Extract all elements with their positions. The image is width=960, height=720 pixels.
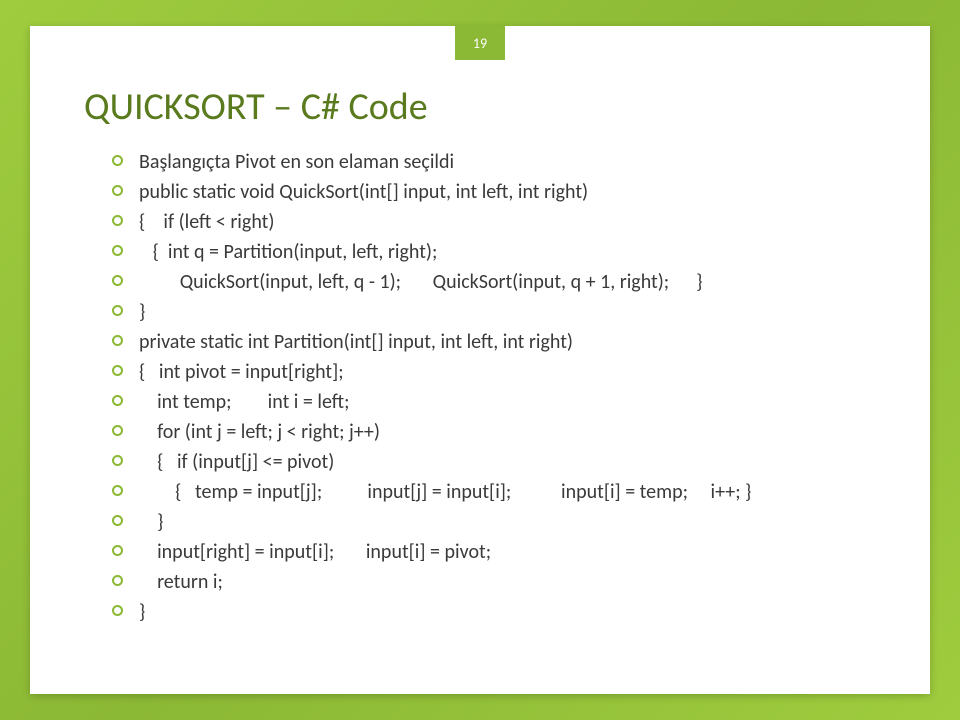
bullet-icon <box>112 365 123 376</box>
code-line-text: { if (input[j] <= pivot) <box>139 448 334 476</box>
code-line-text: Başlangıçta Pivot en son elaman seçildi <box>139 148 454 176</box>
bullet-icon <box>112 515 123 526</box>
code-lines-container: Başlangıçta Pivot en son elaman seçildip… <box>84 148 876 626</box>
slide-card: 19 QUICKSORT – C# Code Başlangıçta Pivot… <box>30 26 930 694</box>
code-line-text: { temp = input[j]; input[j] = input[i]; … <box>139 478 751 506</box>
bullet-icon <box>112 275 123 286</box>
code-line: private static int Partition(int[] input… <box>84 328 876 356</box>
bullet-icon <box>112 185 123 196</box>
page-number: 19 <box>473 35 487 52</box>
page-number-badge: 19 <box>455 26 505 60</box>
code-line: } <box>84 508 876 536</box>
code-line-text: QuickSort(input, left, q - 1); QuickSort… <box>139 268 703 296</box>
bullet-icon <box>112 305 123 316</box>
code-line-text: int temp; int i = left; <box>139 388 349 416</box>
bullet-icon <box>112 485 123 496</box>
code-line-text: { if (left < right) <box>139 208 274 236</box>
code-line-text: private static int Partition(int[] input… <box>139 328 573 356</box>
code-line-text: } <box>139 508 163 536</box>
code-line: { int q = Partition(input, left, right); <box>84 238 876 266</box>
code-line-text: return i; <box>139 568 223 596</box>
bullet-icon <box>112 395 123 406</box>
code-line: { temp = input[j]; input[j] = input[i]; … <box>84 478 876 506</box>
bullet-icon <box>112 605 123 616</box>
slide-content: QUICKSORT – C# Code Başlangıçta Pivot en… <box>30 26 930 648</box>
code-line: { if (input[j] <= pivot) <box>84 448 876 476</box>
code-line: public static void QuickSort(int[] input… <box>84 178 876 206</box>
bullet-icon <box>112 155 123 166</box>
slide-title: QUICKSORT – C# Code <box>84 84 876 130</box>
code-line: return i; <box>84 568 876 596</box>
code-line: { if (left < right) <box>84 208 876 236</box>
bullet-icon <box>112 575 123 586</box>
code-line: int temp; int i = left; <box>84 388 876 416</box>
code-line: } <box>84 298 876 326</box>
bullet-icon <box>112 545 123 556</box>
bullet-icon <box>112 335 123 346</box>
code-line: } <box>84 598 876 626</box>
code-line: QuickSort(input, left, q - 1); QuickSort… <box>84 268 876 296</box>
code-line: { int pivot = input[right]; <box>84 358 876 386</box>
code-line-text: input[right] = input[i]; input[i] = pivo… <box>139 538 491 566</box>
code-line: input[right] = input[i]; input[i] = pivo… <box>84 538 876 566</box>
code-line-text: { int q = Partition(input, left, right); <box>139 238 437 266</box>
code-line: for (int j = left; j < right; j++) <box>84 418 876 446</box>
code-line-text: } <box>139 598 145 626</box>
bullet-icon <box>112 455 123 466</box>
code-line: Başlangıçta Pivot en son elaman seçildi <box>84 148 876 176</box>
bullet-icon <box>112 425 123 436</box>
bullet-icon <box>112 245 123 256</box>
bullet-icon <box>112 215 123 226</box>
code-line-text: public static void QuickSort(int[] input… <box>139 178 588 206</box>
code-line-text: { int pivot = input[right]; <box>139 358 344 386</box>
code-line-text: } <box>139 298 145 326</box>
code-line-text: for (int j = left; j < right; j++) <box>139 418 380 446</box>
